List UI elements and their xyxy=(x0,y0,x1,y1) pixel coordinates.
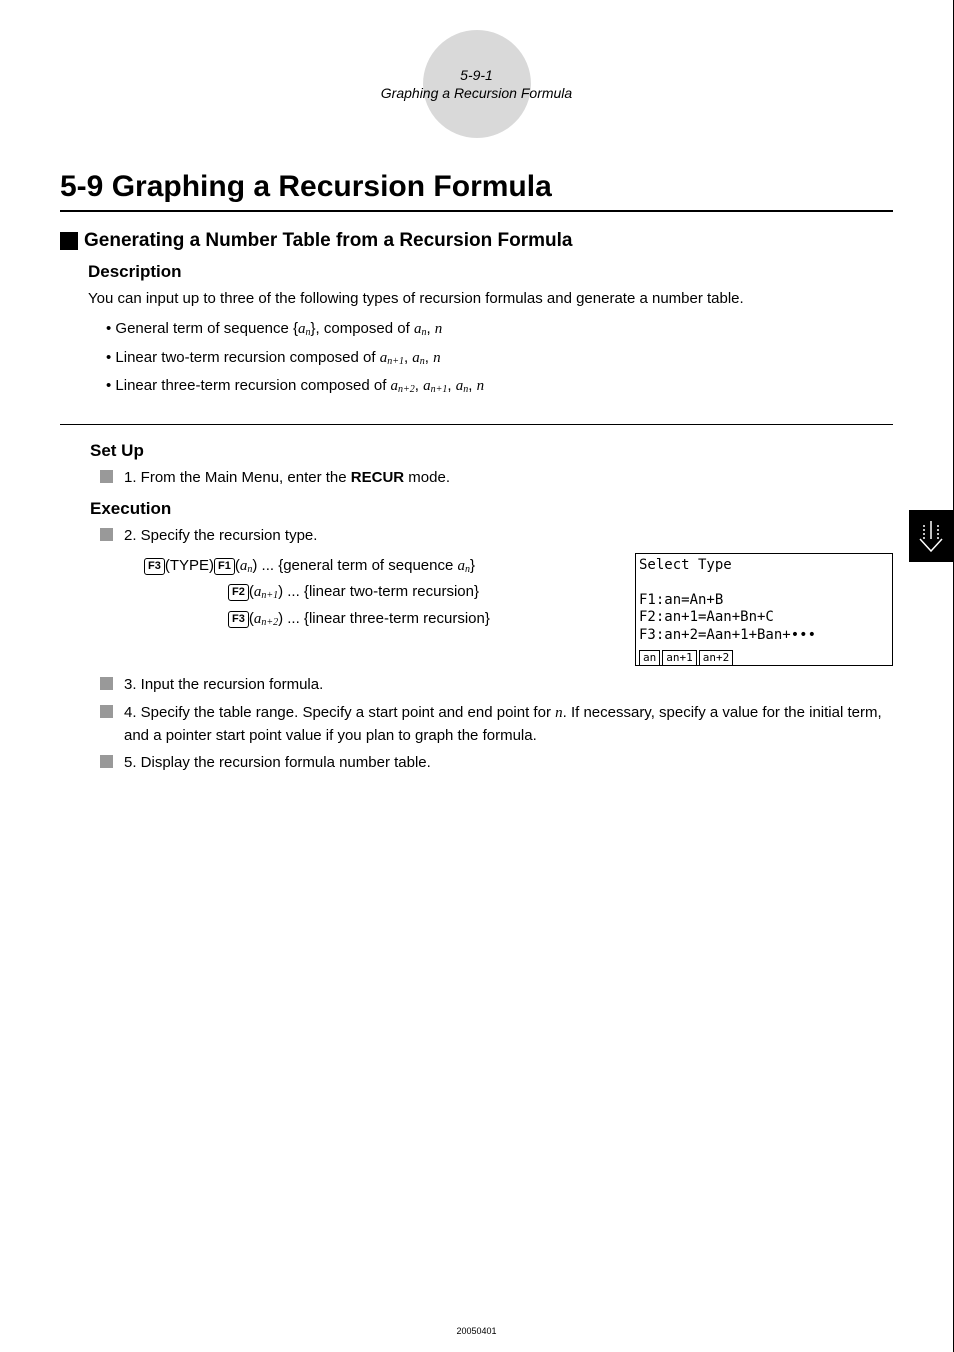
softkey-an2[interactable]: an+2 xyxy=(699,650,734,665)
f3-key[interactable]: F3 xyxy=(228,611,249,628)
bullet-three-term: • Linear three-term recursion composed o… xyxy=(106,375,893,398)
step-marker-icon xyxy=(100,705,113,718)
f3-key[interactable]: F3 xyxy=(144,558,165,575)
calculator-screen: Select Type F1:an=An+B F2:an+1=Aan+Bn+C … xyxy=(635,553,893,667)
step-marker-icon xyxy=(100,470,113,483)
title-rule xyxy=(60,210,893,212)
softkey-an1[interactable]: an+1 xyxy=(662,650,697,665)
step-marker-icon xyxy=(100,677,113,690)
side-tab-icon xyxy=(909,510,953,562)
chapter-title: 5-9 Graphing a Recursion Formula xyxy=(60,170,893,204)
exec-step-2: 2. Specify the recursion type. xyxy=(90,525,893,547)
execution-heading: Execution xyxy=(90,499,893,519)
badge-pageno: 5-9-1 xyxy=(327,66,627,84)
fkey-line-an: F3(TYPE)F1(an) ... {general term of sequ… xyxy=(144,553,617,580)
square-bullet-icon xyxy=(60,232,78,250)
f2-key[interactable]: F2 xyxy=(228,584,249,601)
exec-step-5: 5. Display the recursion formula number … xyxy=(90,752,893,774)
screen-title: Select Type xyxy=(639,557,889,575)
header-badge: 5-9-1 Graphing a Recursion Formula xyxy=(60,30,893,142)
bullet-two-term: • Linear two-term recursion composed of … xyxy=(106,347,893,370)
screen-line-1: F1:an=An+B xyxy=(639,592,889,610)
exec-step-3: 3. Input the recursion formula. xyxy=(90,674,893,696)
step-marker-icon xyxy=(100,755,113,768)
screen-softkeys: an an+1 an+2 xyxy=(639,650,889,665)
divider-rule xyxy=(60,424,893,425)
description-paragraph: You can input up to three of the followi… xyxy=(88,288,893,310)
f1-key[interactable]: F1 xyxy=(214,558,235,575)
fkey-line-an1: F2(an+1) ... {linear two-term recursion} xyxy=(144,579,617,606)
bullet-general-term: • General term of sequence {an}, compose… xyxy=(106,318,893,341)
footer-date: 20050401 xyxy=(0,1326,953,1336)
setup-step-1: 1. From the Main Menu, enter the RECUR m… xyxy=(90,467,893,489)
step-marker-icon xyxy=(100,528,113,541)
badge-title: Graphing a Recursion Formula xyxy=(327,84,627,102)
description-heading: Description xyxy=(88,262,893,282)
badge-circle: 5-9-1 Graphing a Recursion Formula xyxy=(423,30,531,138)
section-heading: Generating a Number Table from a Recursi… xyxy=(60,230,893,252)
screen-line-2: F2:an+1=Aan+Bn+C xyxy=(639,609,889,627)
screen-line-3: F3:an+2=Aan+1+Ban+••• xyxy=(639,627,889,645)
softkey-an[interactable]: an xyxy=(639,650,660,665)
fkey-line-an2: F3(an+2) ... {linear three-term recursio… xyxy=(144,606,617,633)
setup-heading: Set Up xyxy=(90,441,893,461)
exec-step-4: 4. Specify the table range. Specify a st… xyxy=(90,702,893,747)
section-heading-text: Generating a Number Table from a Recursi… xyxy=(84,230,572,252)
